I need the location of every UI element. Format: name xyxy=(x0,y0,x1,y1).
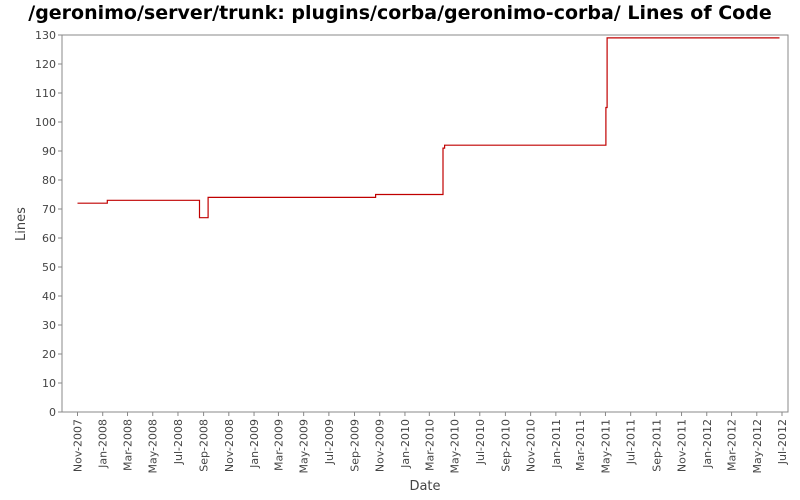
y-tick-label: 130 xyxy=(35,29,56,42)
x-tick-label: Nov-2011 xyxy=(676,419,689,472)
y-tick-label: 80 xyxy=(42,174,56,187)
x-tick-label: Jan-2011 xyxy=(550,419,563,469)
x-tick-label: May-2011 xyxy=(599,419,612,474)
x-tick-label: Jul-2008 xyxy=(172,419,185,465)
x-tick-label: Jan-2012 xyxy=(701,419,714,469)
x-tick-label: Sep-2009 xyxy=(349,419,362,472)
y-tick-label: 60 xyxy=(42,232,56,245)
y-tick-label: 50 xyxy=(42,261,56,274)
x-tick-label: Jan-2008 xyxy=(97,419,110,469)
x-tick-label: Mar-2012 xyxy=(726,419,739,471)
y-tick-label: 90 xyxy=(42,145,56,158)
x-tick-label: Sep-2008 xyxy=(198,419,211,472)
x-tick-label: May-2012 xyxy=(751,419,764,474)
y-tick-label: 10 xyxy=(42,377,56,390)
y-tick-label: 100 xyxy=(35,116,56,129)
y-tick-label: 110 xyxy=(35,87,56,100)
series-line xyxy=(77,37,780,219)
x-tick-label: Mar-2009 xyxy=(272,419,285,471)
y-tick-label: 120 xyxy=(35,58,56,71)
x-tick-label: May-2009 xyxy=(298,419,311,474)
x-tick-label: Nov-2010 xyxy=(525,419,538,472)
x-tick-label: Jan-2010 xyxy=(399,419,412,469)
x-tick-label: Jan-2009 xyxy=(248,419,261,469)
y-tick-label: 40 xyxy=(42,290,56,303)
x-tick-label: May-2008 xyxy=(147,419,160,474)
x-tick-label: Sep-2011 xyxy=(650,419,663,472)
x-tick-label: Jul-2011 xyxy=(625,419,638,465)
x-tick-label: Jul-2012 xyxy=(776,419,789,465)
x-axis: Nov-2007 Jan-2008 Mar-2008 May-2008 Jul-2008… xyxy=(72,412,789,474)
series-layer xyxy=(77,37,780,219)
y-axis-label: Lines xyxy=(14,207,29,241)
chart-title: /geronimo/server/trunk: plugins/corba/ge… xyxy=(28,2,772,24)
y-axis: 0 10 20 30 40 50 60 70 80 90 100 110 120 130 xyxy=(35,29,62,419)
y-tick-label: 0 xyxy=(49,406,56,419)
x-tick-label: Jul-2009 xyxy=(323,419,336,465)
x-tick-label: Nov-2008 xyxy=(223,419,236,472)
x-tick-label: Sep-2010 xyxy=(499,419,512,472)
y-tick-label: 30 xyxy=(42,319,56,332)
x-tick-label: Jul-2010 xyxy=(474,419,487,465)
y-tick-label: 20 xyxy=(42,348,56,361)
x-tick-label: May-2010 xyxy=(449,419,462,474)
y-tick-label: 70 xyxy=(42,203,56,216)
x-axis-label: Date xyxy=(409,479,440,494)
x-tick-label: Mar-2010 xyxy=(423,419,436,471)
plot-area xyxy=(61,34,789,413)
x-tick-label: Mar-2008 xyxy=(122,419,135,471)
x-tick-label: Mar-2011 xyxy=(574,419,587,471)
x-tick-label: Nov-2007 xyxy=(72,419,85,472)
x-tick-label: Nov-2009 xyxy=(374,419,387,472)
